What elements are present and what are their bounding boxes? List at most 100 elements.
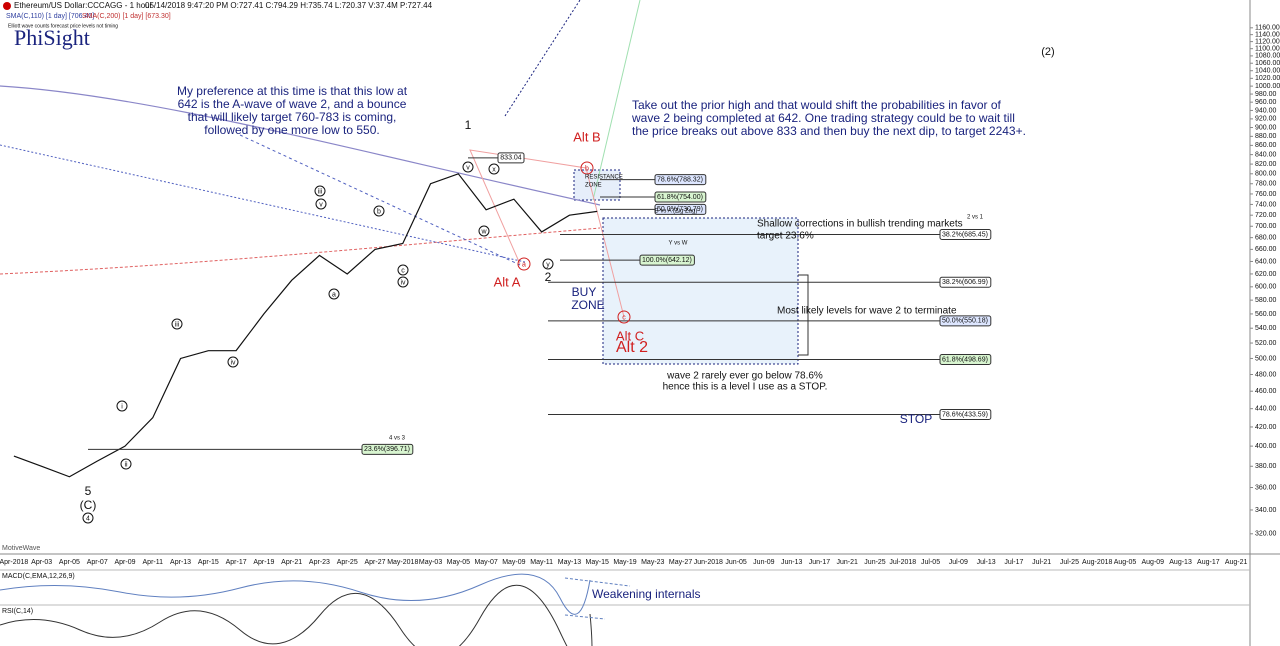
annotation: 642 is the A-wave of wave 2, and a bounc… [178, 97, 407, 111]
y-tick-label: 480.00 [1255, 371, 1277, 378]
wave-circle [488, 163, 500, 175]
annotation: Take out the prior high and that would s… [632, 98, 1002, 112]
x-tick-label: May-09 [502, 559, 525, 566]
wave-label: 5 [85, 484, 92, 498]
wave-circle [315, 198, 327, 210]
fib-box [654, 191, 707, 203]
x-tick-label: Jun-21 [837, 559, 859, 566]
circled-label: iv [400, 279, 406, 286]
price-line [13, 173, 598, 478]
circled-label: v [319, 201, 323, 208]
wave-label: BUY [572, 285, 597, 299]
annotation: Shallow corrections in bullish trending … [757, 219, 963, 230]
x-tick-label: Apr-03 [31, 559, 52, 566]
y-tick-label: 380.00 [1255, 463, 1277, 470]
x-tick-label: Apr-25 [337, 559, 358, 566]
x-tick-label: Jul-21 [1032, 559, 1051, 566]
fib-label: 38.2%(685.45) [942, 231, 988, 238]
x-tick-label: Jun-17 [809, 559, 831, 566]
level-box [497, 152, 525, 164]
y-tick-label: 1060.00 [1255, 60, 1280, 67]
y-tick-label: 1120.00 [1255, 38, 1280, 45]
fib-box [939, 353, 992, 365]
fib-label: 38.2%(606.99) [942, 279, 988, 286]
y-tick-label: 980.00 [1255, 91, 1277, 98]
wave-label: STOP [900, 412, 932, 426]
y-tick-label: 500.00 [1255, 355, 1277, 362]
x-tick-label: Apr-15 [198, 559, 219, 566]
wave-circle [120, 458, 132, 470]
circled-label: a [332, 291, 336, 298]
wave-label: 1 [465, 118, 472, 132]
y-tick-label: 360.00 [1255, 484, 1277, 491]
y-tick-label: 880.00 [1255, 133, 1277, 140]
chart-subtitle: 05/14/2018 9:47:20 PM O:727.41 C:794.29 … [145, 1, 433, 10]
x-tick-label: Jul-05 [921, 559, 940, 566]
x-tick-label: Jun-25 [864, 559, 886, 566]
y-tick-label: 660.00 [1255, 246, 1277, 253]
fib-label: 61.8%(754.00) [657, 194, 703, 201]
wave-circle [171, 318, 183, 330]
fib-box [939, 276, 992, 288]
annotation: hence this is a level I use as a STOP. [663, 382, 828, 393]
annotation: that will likely target 760-783 is comin… [188, 110, 397, 124]
x-tick-label: May-11 [530, 559, 553, 566]
y-tick-label: 860.00 [1255, 142, 1277, 149]
status-dot [3, 2, 11, 10]
x-tick-label: Apr-09 [114, 559, 135, 566]
y-tick-label: 540.00 [1255, 325, 1277, 332]
wave-label: Alt B [573, 129, 600, 144]
sma-110 [0, 85, 601, 206]
fib-label: 50.0%(550.18) [942, 318, 988, 325]
y-tick-label: 340.00 [1255, 507, 1277, 514]
circled-label: c [401, 267, 405, 274]
fib-label: 61.8%(498.69) [942, 356, 988, 363]
circled-label: 4 [86, 515, 90, 522]
circled-label: iv [230, 359, 236, 366]
y-tick-label: 700.00 [1255, 223, 1277, 230]
wave-circle [397, 276, 409, 288]
y-tick-label: 1160.00 [1255, 25, 1280, 32]
rsi-line [0, 584, 593, 646]
circled-label: y [546, 261, 550, 268]
wave-label: (C) [80, 498, 97, 512]
circled-label: c [622, 314, 626, 321]
wave-circle [462, 161, 474, 173]
y-tick-label: 400.00 [1255, 443, 1277, 450]
ratio-label: 2 vs 1 [967, 215, 984, 221]
x-tick-label: May-13 [558, 559, 581, 566]
y-tick-label: 920.00 [1255, 116, 1277, 123]
x-tick-label: May-15 [586, 559, 609, 566]
y-tick-label: 680.00 [1255, 234, 1277, 241]
x-tick-label: May-19 [613, 559, 636, 566]
x-tick-label: Aug-13 [1169, 559, 1192, 566]
x-tick-label: Aug-17 [1197, 559, 1220, 566]
fib-box [939, 408, 992, 420]
buy-zone-box [602, 217, 799, 365]
x-tick-label: Apr-23 [309, 559, 330, 566]
fib-box [654, 203, 707, 215]
annotation: Most likely levels for wave 2 to termina… [777, 306, 957, 317]
wave-circle [517, 257, 531, 271]
x-tick-label: Jun-09 [753, 559, 775, 566]
x-tick-label: Aug-21 [1225, 559, 1248, 566]
ratio-label: Y vs W [669, 241, 688, 247]
wave-circle [373, 205, 385, 217]
x-tick-label: Aug-09 [1141, 559, 1164, 566]
x-tick-label: Apr-17 [226, 559, 247, 566]
y-tick-label: 320.00 [1255, 531, 1277, 538]
chart-title: Ethereum/US Dollar:CCCAGG - 1 hour [14, 1, 153, 10]
panel-title: MACD(C,EMA,12,26,9) [2, 573, 75, 580]
y-tick-label: 1080.00 [1255, 53, 1280, 60]
wave-label: ZONE [571, 298, 604, 312]
fib-label: 50.0%(730.79) [657, 206, 703, 213]
fib-box [654, 174, 707, 186]
y-tick-label: 900.00 [1255, 124, 1277, 131]
ratio-label: 4 vs 3 [389, 436, 406, 442]
x-tick-label: May-07 [474, 559, 497, 566]
note: Elliott wave counts forecast price level… [8, 23, 118, 29]
logo: PhiSight [14, 25, 90, 50]
wave-circle [580, 161, 594, 175]
trend-line [504, 0, 581, 117]
watermark: MotiveWave [2, 545, 40, 552]
